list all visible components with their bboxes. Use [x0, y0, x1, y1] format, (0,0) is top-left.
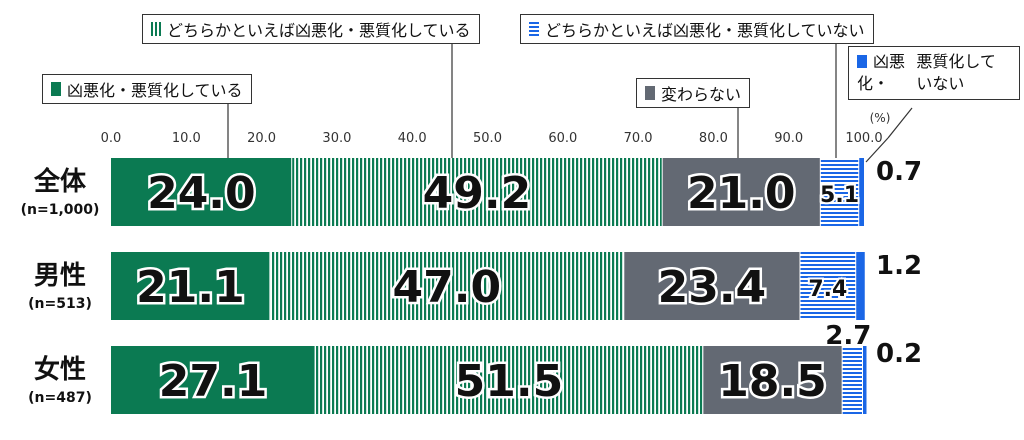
legend-item-worse: 凶悪化・悪質化している	[42, 74, 252, 104]
legend-label: どちらかといえば凶悪化・悪質化していない	[545, 21, 865, 40]
category-name: 男性	[34, 261, 86, 291]
bar-somewhat-worse	[269, 252, 624, 320]
bar-worse	[111, 346, 316, 414]
data-label: 1.2	[876, 251, 922, 281]
legend-label-line-1: 凶悪化・	[857, 51, 916, 95]
bar-unchanged	[662, 158, 821, 226]
x-tick-label: 10.0	[172, 131, 201, 146]
legend-item-unchanged: 変わらない	[636, 78, 751, 108]
bar-not-worse	[858, 158, 864, 226]
x-tick-label: 40.0	[398, 131, 427, 146]
bars: 24.0 49.2 21.0 21.1 47.0 23.4 27.1 51.5 18.5 5.1 7…	[111, 157, 922, 414]
legend-label: どちらかといえば凶悪化・悪質化している	[167, 21, 471, 40]
unit-label: (%)	[870, 111, 891, 125]
bar-somewhat-not-worse	[842, 346, 863, 414]
data-label: 24.0	[147, 168, 256, 219]
x-tick-label: 0.0	[101, 131, 122, 146]
blue-swatch	[857, 55, 867, 68]
bar-not-worse	[855, 252, 865, 320]
category-name: 女性	[34, 354, 86, 385]
category-n: (n=1,000)	[21, 202, 100, 218]
data-label: 2.7	[825, 321, 871, 351]
leader-line	[865, 137, 889, 163]
legend-item-not-worse: 凶悪化・ 悪質化していない	[848, 46, 1020, 100]
bar-unchanged	[702, 346, 843, 414]
data-label: 0.7	[876, 157, 922, 187]
legend-label: 変わらない	[661, 85, 742, 104]
x-tick-label: 80.0	[699, 131, 728, 146]
data-label: 47.0	[393, 262, 502, 313]
x-tick-label: 60.0	[548, 131, 577, 146]
legend-leader-lines	[227, 44, 913, 163]
legend-item-somewhat-not-worse: どちらかといえば凶悪化・悪質化していない	[520, 14, 874, 44]
category-n: (n=513)	[28, 296, 92, 312]
data-label: 51.5	[455, 356, 564, 407]
legend-label-line-2: 悪質化していない	[916, 52, 996, 93]
bar-worse	[111, 252, 270, 320]
bar-somewhat-not-worse	[799, 252, 856, 320]
x-tick-label: 20.0	[247, 131, 276, 146]
legend-item-somewhat-worse: どちらかといえば凶悪化・悪質化している	[142, 14, 480, 44]
green-swatch	[51, 82, 61, 96]
x-tick-label: 30.0	[322, 131, 351, 146]
gray-swatch	[645, 86, 655, 100]
category-name: 全体	[33, 166, 87, 197]
bar-somewhat-worse	[315, 346, 703, 414]
data-label: 21.0	[687, 168, 796, 219]
horizontal-stripe-swatch	[529, 22, 539, 36]
data-label: 18.5	[718, 356, 827, 407]
x-tick-label: 100.0	[845, 131, 882, 146]
category-n: (n=487)	[28, 390, 92, 406]
legend-label: 凶悪化・悪質化している	[67, 81, 243, 100]
leader-line	[887, 107, 913, 139]
category-labels: 全体 (n=1,000) 男性 (n=513) 女性 (n=487)	[21, 166, 100, 406]
data-label: 27.1	[159, 356, 268, 407]
x-tick-label: 50.0	[473, 131, 502, 146]
data-label: 21.1	[136, 262, 245, 313]
data-label: 5.1	[820, 183, 859, 208]
bar-somewhat-worse	[291, 158, 663, 226]
legend-label: 凶悪化・	[857, 52, 906, 93]
bar-unchanged	[623, 252, 800, 320]
x-axis-ticks: 0.0 10.0 20.0 30.0 40.0 50.0 60.0 70.0 80.0 90.0 1…	[101, 131, 883, 146]
vertical-stripe-swatch	[151, 22, 161, 36]
data-label: 23.4	[658, 262, 767, 313]
data-label: 0.2	[876, 339, 922, 369]
bar-somewhat-not-worse	[820, 158, 859, 226]
bar-worse	[111, 158, 292, 226]
x-tick-label: 90.0	[774, 131, 803, 146]
data-label: 49.2	[423, 168, 532, 219]
x-tick-label: 70.0	[624, 131, 653, 146]
bar-not-worse	[862, 346, 867, 414]
data-label: 7.4	[808, 277, 847, 302]
